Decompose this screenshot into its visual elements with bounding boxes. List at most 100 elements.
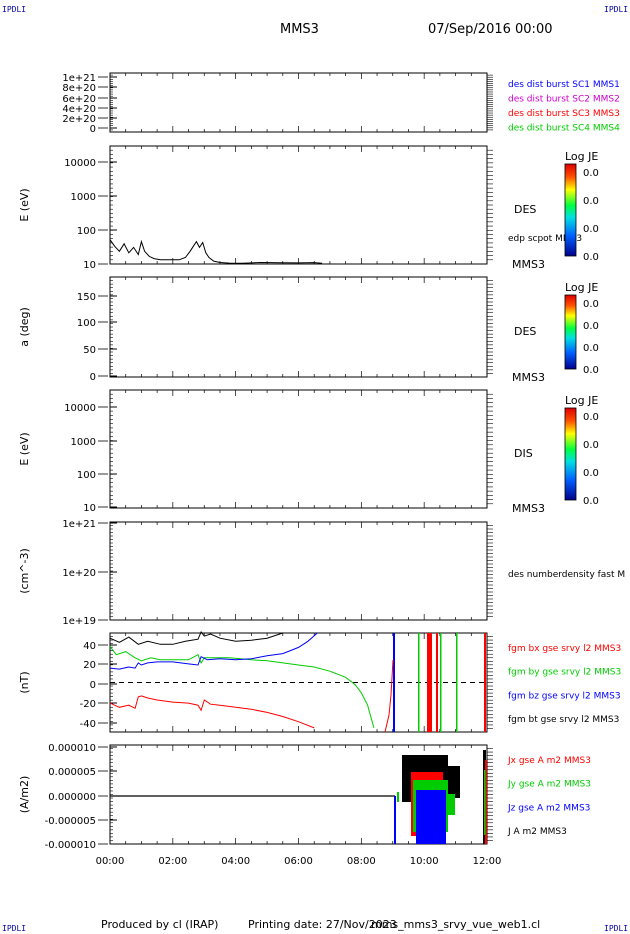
y-tick-label: 0.000010 xyxy=(48,743,96,754)
legend-entry: des dist burst SC2 MMS2 xyxy=(508,95,620,105)
legend-entry: des dist burst SC4 MMS4 xyxy=(508,124,620,134)
colorbar xyxy=(564,407,577,501)
colorbar-title: Log JE xyxy=(565,150,598,163)
y-tick-label: 8e+20 xyxy=(62,83,96,94)
series-line xyxy=(109,239,323,264)
legend-entry: fgm by gse srvy l2 MMS3 xyxy=(508,668,621,678)
y-tick-label: 0.000000 xyxy=(48,792,96,803)
burst-bar xyxy=(447,794,455,815)
colorbar-tick-label: 0.0 xyxy=(583,252,599,263)
y-tick-label: 1e+20 xyxy=(62,568,96,579)
legend-entry: Jx gse A m2 MMS3 xyxy=(507,756,591,766)
burst-bar xyxy=(484,770,486,835)
colorbar-tick-label: 0.0 xyxy=(583,468,599,479)
y-tick-label: 100 xyxy=(77,226,96,237)
colorbar-tick-label: 0.0 xyxy=(583,412,599,423)
legend-entry: edp scpot MMS3 xyxy=(508,234,582,244)
corner-tag-top-left: IPDLI xyxy=(2,5,27,14)
legend-entry: fgm bt gse srvy l2 MMS3 xyxy=(508,715,619,725)
y-tick-label: 1000 xyxy=(71,192,96,203)
y-tick-label: 1000 xyxy=(71,437,96,448)
y-tick-label: 0 xyxy=(90,124,96,135)
footer-printing-date: Printing date: 27/Nov/2023 xyxy=(248,918,397,931)
y-tick-label: 4e+20 xyxy=(62,104,96,115)
footer-file: mms_mms3_srvy_vue_web1.cl xyxy=(371,918,541,931)
date-title: 07/Sep/2016 00:00 xyxy=(428,22,553,37)
time-tick-label: 10:00 xyxy=(410,856,439,867)
y-axis-label: E (eV) xyxy=(18,188,31,221)
panel-3: 150 100 50 0 a (deg) DES MMS3 Log JE 0.0 0.0 0.0 0.… xyxy=(18,276,599,384)
panel-frame xyxy=(109,389,488,509)
b-field-burst xyxy=(384,633,486,733)
burst-bar xyxy=(485,760,487,844)
y-axis-label: (A/m2) xyxy=(18,776,31,814)
y-tick-label: 10000 xyxy=(64,158,96,169)
current-burst xyxy=(110,750,487,844)
time-tick-label: 00:00 xyxy=(96,856,125,867)
y-tick-label: 150 xyxy=(77,292,96,303)
panel-frame xyxy=(109,72,488,133)
legend-entry: J A m2 MMS3 xyxy=(507,827,567,837)
colorbar-title: Log JE xyxy=(565,394,598,407)
y-tick-label: 1e+21 xyxy=(62,73,96,84)
y-tick-label: 40 xyxy=(83,641,96,652)
burst-bar xyxy=(418,633,420,732)
legend-entry: Jz gse A m2 MMS3 xyxy=(507,803,590,813)
y-axis-label: (nT) xyxy=(18,671,31,693)
y-tick-label: -20 xyxy=(80,699,96,710)
burst-bar xyxy=(456,633,458,732)
burst-bar xyxy=(393,633,395,732)
burst-bar xyxy=(416,790,446,844)
y-axis-label: a (deg) xyxy=(18,307,31,347)
side-label: DES xyxy=(514,325,536,338)
legend-entry: des dist burst SC1 MMS1 xyxy=(508,80,620,90)
y-tick-label: 10000 xyxy=(64,403,96,414)
panel-2: 10000 1000 100 10 E (eV) DES MMS3 edp scpot MMS… xyxy=(18,145,599,271)
colorbar xyxy=(564,294,577,370)
corner-tag-bottom-right: IPDLI xyxy=(604,924,629,933)
spacecraft-title: MMS3 xyxy=(280,22,319,37)
colorbar-tick-label: 0.0 xyxy=(583,321,599,332)
panel-frame xyxy=(109,276,488,378)
colorbar xyxy=(564,163,577,257)
colorbar-tick-label: 0.0 xyxy=(583,299,599,310)
burst-bar xyxy=(436,633,438,732)
time-tick-label: 06:00 xyxy=(284,856,313,867)
bottom-label: MMS3 xyxy=(512,502,545,515)
time-tick-label: 02:00 xyxy=(158,856,187,867)
panel-5: 1e+21 1e+20 1e+19 (cm^-3) des numberdensity … xyxy=(18,519,625,627)
y-tick-label: 0.000005 xyxy=(48,767,96,778)
colorbar-tick-label: 0.0 xyxy=(583,365,599,376)
colorbar-tick-label: 0.0 xyxy=(583,196,599,207)
panel-6: 40 20 0 -20 -40 (nT) fgm bx gse srvy l2 MMS3 fg… xyxy=(18,631,621,733)
corner-tag-top-right: IPDLI xyxy=(604,5,629,14)
y-tick-label: -0.000005 xyxy=(45,816,96,827)
colorbar-tick-label: 0.0 xyxy=(583,343,599,354)
time-tick-label: 12:00 xyxy=(473,856,502,867)
bottom-label: MMS3 xyxy=(512,371,545,384)
y-tick-label: 6e+20 xyxy=(62,94,96,105)
colorbar-tick-label: 0.0 xyxy=(583,224,599,235)
side-label: DES xyxy=(514,203,536,216)
time-tick-label: 04:00 xyxy=(221,856,250,867)
legend-entry: des numberdensity fast M xyxy=(508,570,625,580)
burst-bar xyxy=(397,792,399,802)
panel-frame xyxy=(109,521,488,621)
time-tick-label: 08:00 xyxy=(347,856,376,867)
y-tick-label: 10 xyxy=(83,503,96,514)
burst-bar xyxy=(427,633,432,732)
y-tick-label: 1e+19 xyxy=(62,616,96,627)
burst-bar xyxy=(440,633,442,732)
panel-7: 0.000010 0.000005 0.000000 -0.000005 -0.0000… xyxy=(18,743,591,851)
y-axis-label: (cm^-3) xyxy=(18,548,31,594)
corner-tag-bottom-left: IPDLI xyxy=(2,924,27,933)
legend-entry: fgm bx gse srvy l2 MMS3 xyxy=(508,644,621,654)
burst-line xyxy=(384,659,394,733)
series-line xyxy=(109,695,315,729)
panel-frame xyxy=(109,145,488,265)
burst-bar xyxy=(448,766,460,798)
burst-bar xyxy=(484,633,486,732)
y-axis-label: E (eV) xyxy=(18,432,31,465)
